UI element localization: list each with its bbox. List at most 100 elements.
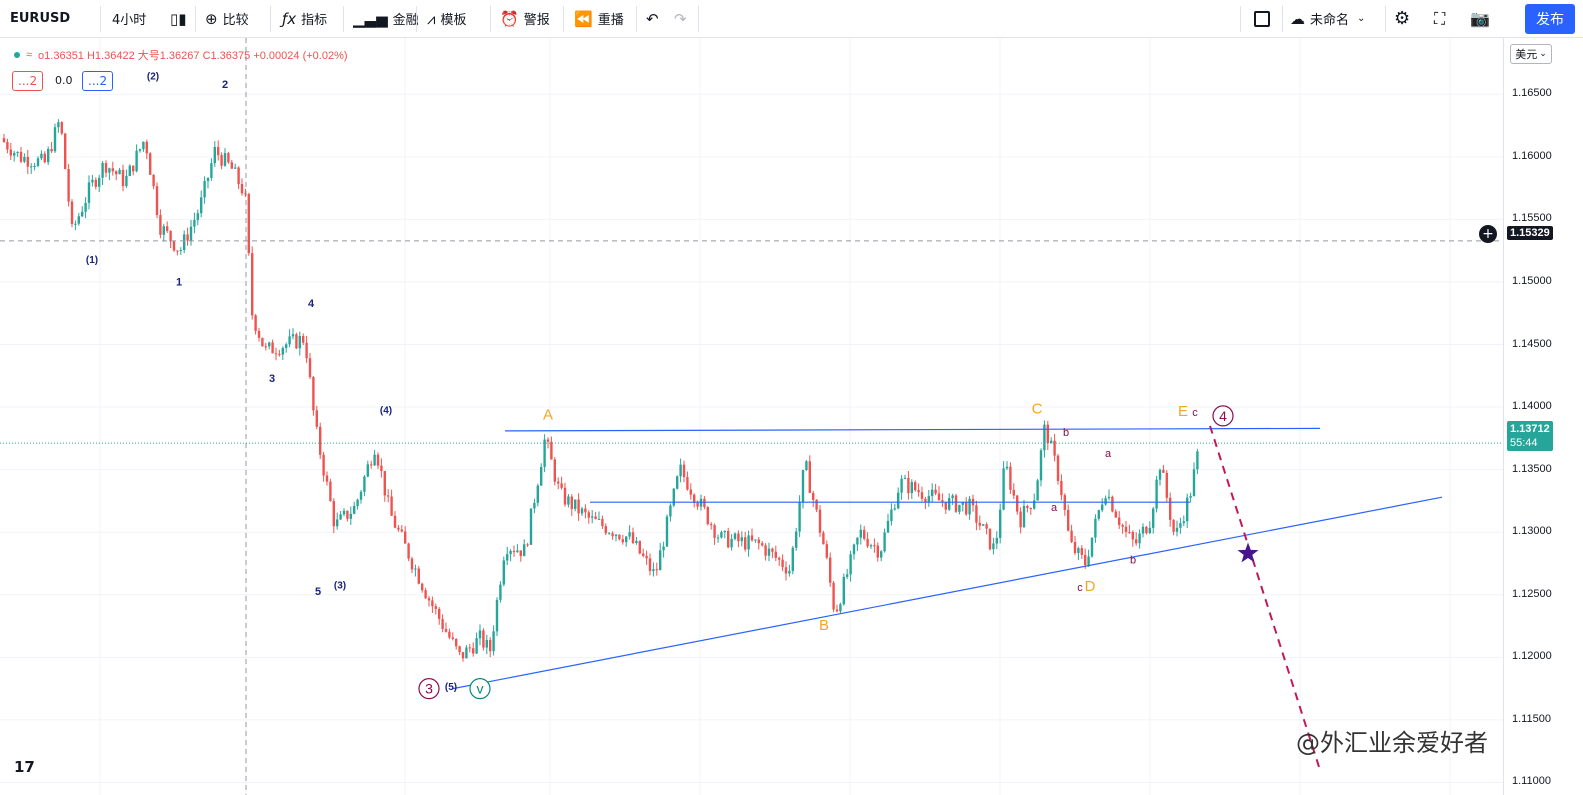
alerts-button[interactable]: ⏰ 警报 <box>500 0 550 37</box>
toolbar-divider <box>1282 6 1283 32</box>
candle-up <box>533 502 536 509</box>
candle-down <box>94 179 97 187</box>
redo-button[interactable]: ↷ <box>674 0 692 37</box>
price-tick: 1.15500 <box>1512 212 1552 225</box>
replay-button[interactable]: ⏪ 重播 <box>574 0 624 37</box>
wave-label: a <box>1105 448 1112 460</box>
candle-down <box>278 353 281 355</box>
layout-name-button[interactable]: ☁ 未命名 ⌄ <box>1290 0 1365 37</box>
crosshair-price-tag: 1.15329 <box>1507 226 1553 240</box>
compare-button[interactable]: ⊕ 比较 <box>205 0 249 37</box>
wave-label: 2 <box>222 79 228 91</box>
fullscreen-button[interactable]: ⛶ <box>1434 0 1450 37</box>
candle-down <box>370 464 373 466</box>
candle-down <box>329 481 332 502</box>
candle-down <box>1080 548 1083 555</box>
wave-label: a <box>1051 502 1058 514</box>
ohlc-values: o1.36351 H1.36422 大号1.36267 C1.36375 +0.… <box>38 50 348 62</box>
publish-button[interactable]: 发布 <box>1525 4 1575 34</box>
candle-down <box>410 558 414 570</box>
tradingview-logo[interactable]: 17 <box>14 758 35 776</box>
candle-up <box>1138 533 1141 544</box>
candle-up <box>359 491 363 500</box>
price-tick: 1.15000 <box>1512 274 1552 287</box>
price-axis[interactable]: 1.16500 1.16000 1.15500 1.15000 1.14500 1.140… <box>1503 38 1583 795</box>
candle-up <box>101 162 104 178</box>
wave-labels: (1)1(2)234(4)5(3)(5)ABCDEbaacbc3v45 <box>86 71 1234 700</box>
candle-up <box>268 342 271 347</box>
candle-down <box>557 481 560 484</box>
settings-button[interactable]: ⚙ <box>1394 0 1415 37</box>
candle-down <box>393 515 397 528</box>
undo-icon: ↶ <box>646 9 659 28</box>
financials-button[interactable]: ▁▃▅ 金融 <box>353 0 419 37</box>
candle-up <box>234 167 237 169</box>
candle-up <box>795 531 798 548</box>
crosshair-add-button[interactable]: + <box>1479 225 1497 243</box>
candle-up <box>676 476 679 489</box>
candle-up <box>903 477 907 479</box>
wave-label: 4 <box>308 298 315 310</box>
candle-down <box>444 628 448 632</box>
toolbar-divider <box>636 6 637 32</box>
candle-up <box>791 547 794 571</box>
price-tick: 1.16500 <box>1512 87 1552 100</box>
candle-up <box>900 478 903 493</box>
interval-button[interactable]: 4小时 <box>112 0 146 37</box>
candle-down <box>312 377 315 411</box>
currency-select[interactable]: 美元 ⌄ <box>1510 44 1552 64</box>
candle-down <box>1012 489 1015 496</box>
candle-down <box>920 492 924 499</box>
candle-down <box>1029 507 1032 509</box>
wave-label: c <box>1077 582 1083 594</box>
candle-up <box>580 508 584 514</box>
candle-down <box>482 630 485 648</box>
candle-down <box>380 465 383 472</box>
candle-down <box>67 168 70 202</box>
candle-down <box>115 171 118 175</box>
toolbar-divider <box>270 6 271 32</box>
price-tick: 1.14500 <box>1512 337 1552 350</box>
candle-up <box>57 122 60 128</box>
candle-up <box>614 534 618 537</box>
candle-down <box>244 193 247 195</box>
indicator-badge-blue[interactable]: ...2 <box>82 71 114 91</box>
rewind-icon: ⏪ <box>574 9 593 28</box>
cloud-icon: ☁ <box>1290 9 1305 28</box>
financials-label: 金融 <box>392 13 419 28</box>
snapshot-button[interactable]: 📷 <box>1470 0 1495 37</box>
candle-down <box>434 606 437 609</box>
candle-down <box>264 346 267 348</box>
candle-down <box>305 342 308 359</box>
templates-button[interactable]: ⩘ 模板 <box>427 0 466 37</box>
candle-up <box>1043 424 1046 451</box>
candle-down <box>1169 497 1172 520</box>
ohlc-legend: ≈ o1.36351 H1.36422 大号1.36267 C1.36375 +… <box>14 47 348 63</box>
chart-type-button[interactable]: ▯▮ <box>170 0 192 37</box>
candle-down <box>655 569 658 571</box>
candle-up <box>767 548 771 556</box>
candle-up <box>36 158 40 166</box>
undo-button[interactable]: ↶ <box>646 0 664 37</box>
candle-up <box>281 347 284 355</box>
chart-canvas[interactable]: (1)1(2)234(4)5(3)(5)ABCDEbaacbc3v45 <box>0 38 1503 795</box>
candle-down <box>757 539 760 544</box>
indicator-badge-red[interactable]: ...2 <box>12 71 44 91</box>
candle-up <box>210 163 213 178</box>
candle-up <box>999 509 1002 538</box>
layout-select-button[interactable] <box>1254 0 1270 37</box>
candle-down <box>924 498 927 503</box>
candle-up <box>353 505 356 514</box>
candle-up <box>336 519 339 527</box>
symbol-label: EURUSD <box>10 11 71 26</box>
candle-down <box>104 162 108 173</box>
candle-up <box>672 488 675 506</box>
indicators-button[interactable]: ƒx 指标 <box>282 0 327 37</box>
candle-down <box>563 487 567 505</box>
symbol-search-button[interactable]: EURUSD <box>10 0 70 37</box>
candle-up <box>968 498 971 515</box>
candle-down <box>149 153 152 175</box>
candle-up <box>373 454 376 466</box>
candle-up <box>91 179 94 183</box>
candle-down <box>937 493 941 501</box>
